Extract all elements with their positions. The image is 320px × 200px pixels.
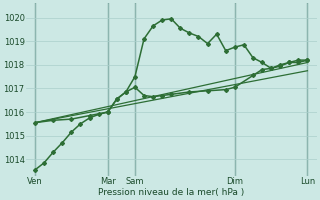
X-axis label: Pression niveau de la mer( hPa ): Pression niveau de la mer( hPa ) bbox=[98, 188, 244, 197]
